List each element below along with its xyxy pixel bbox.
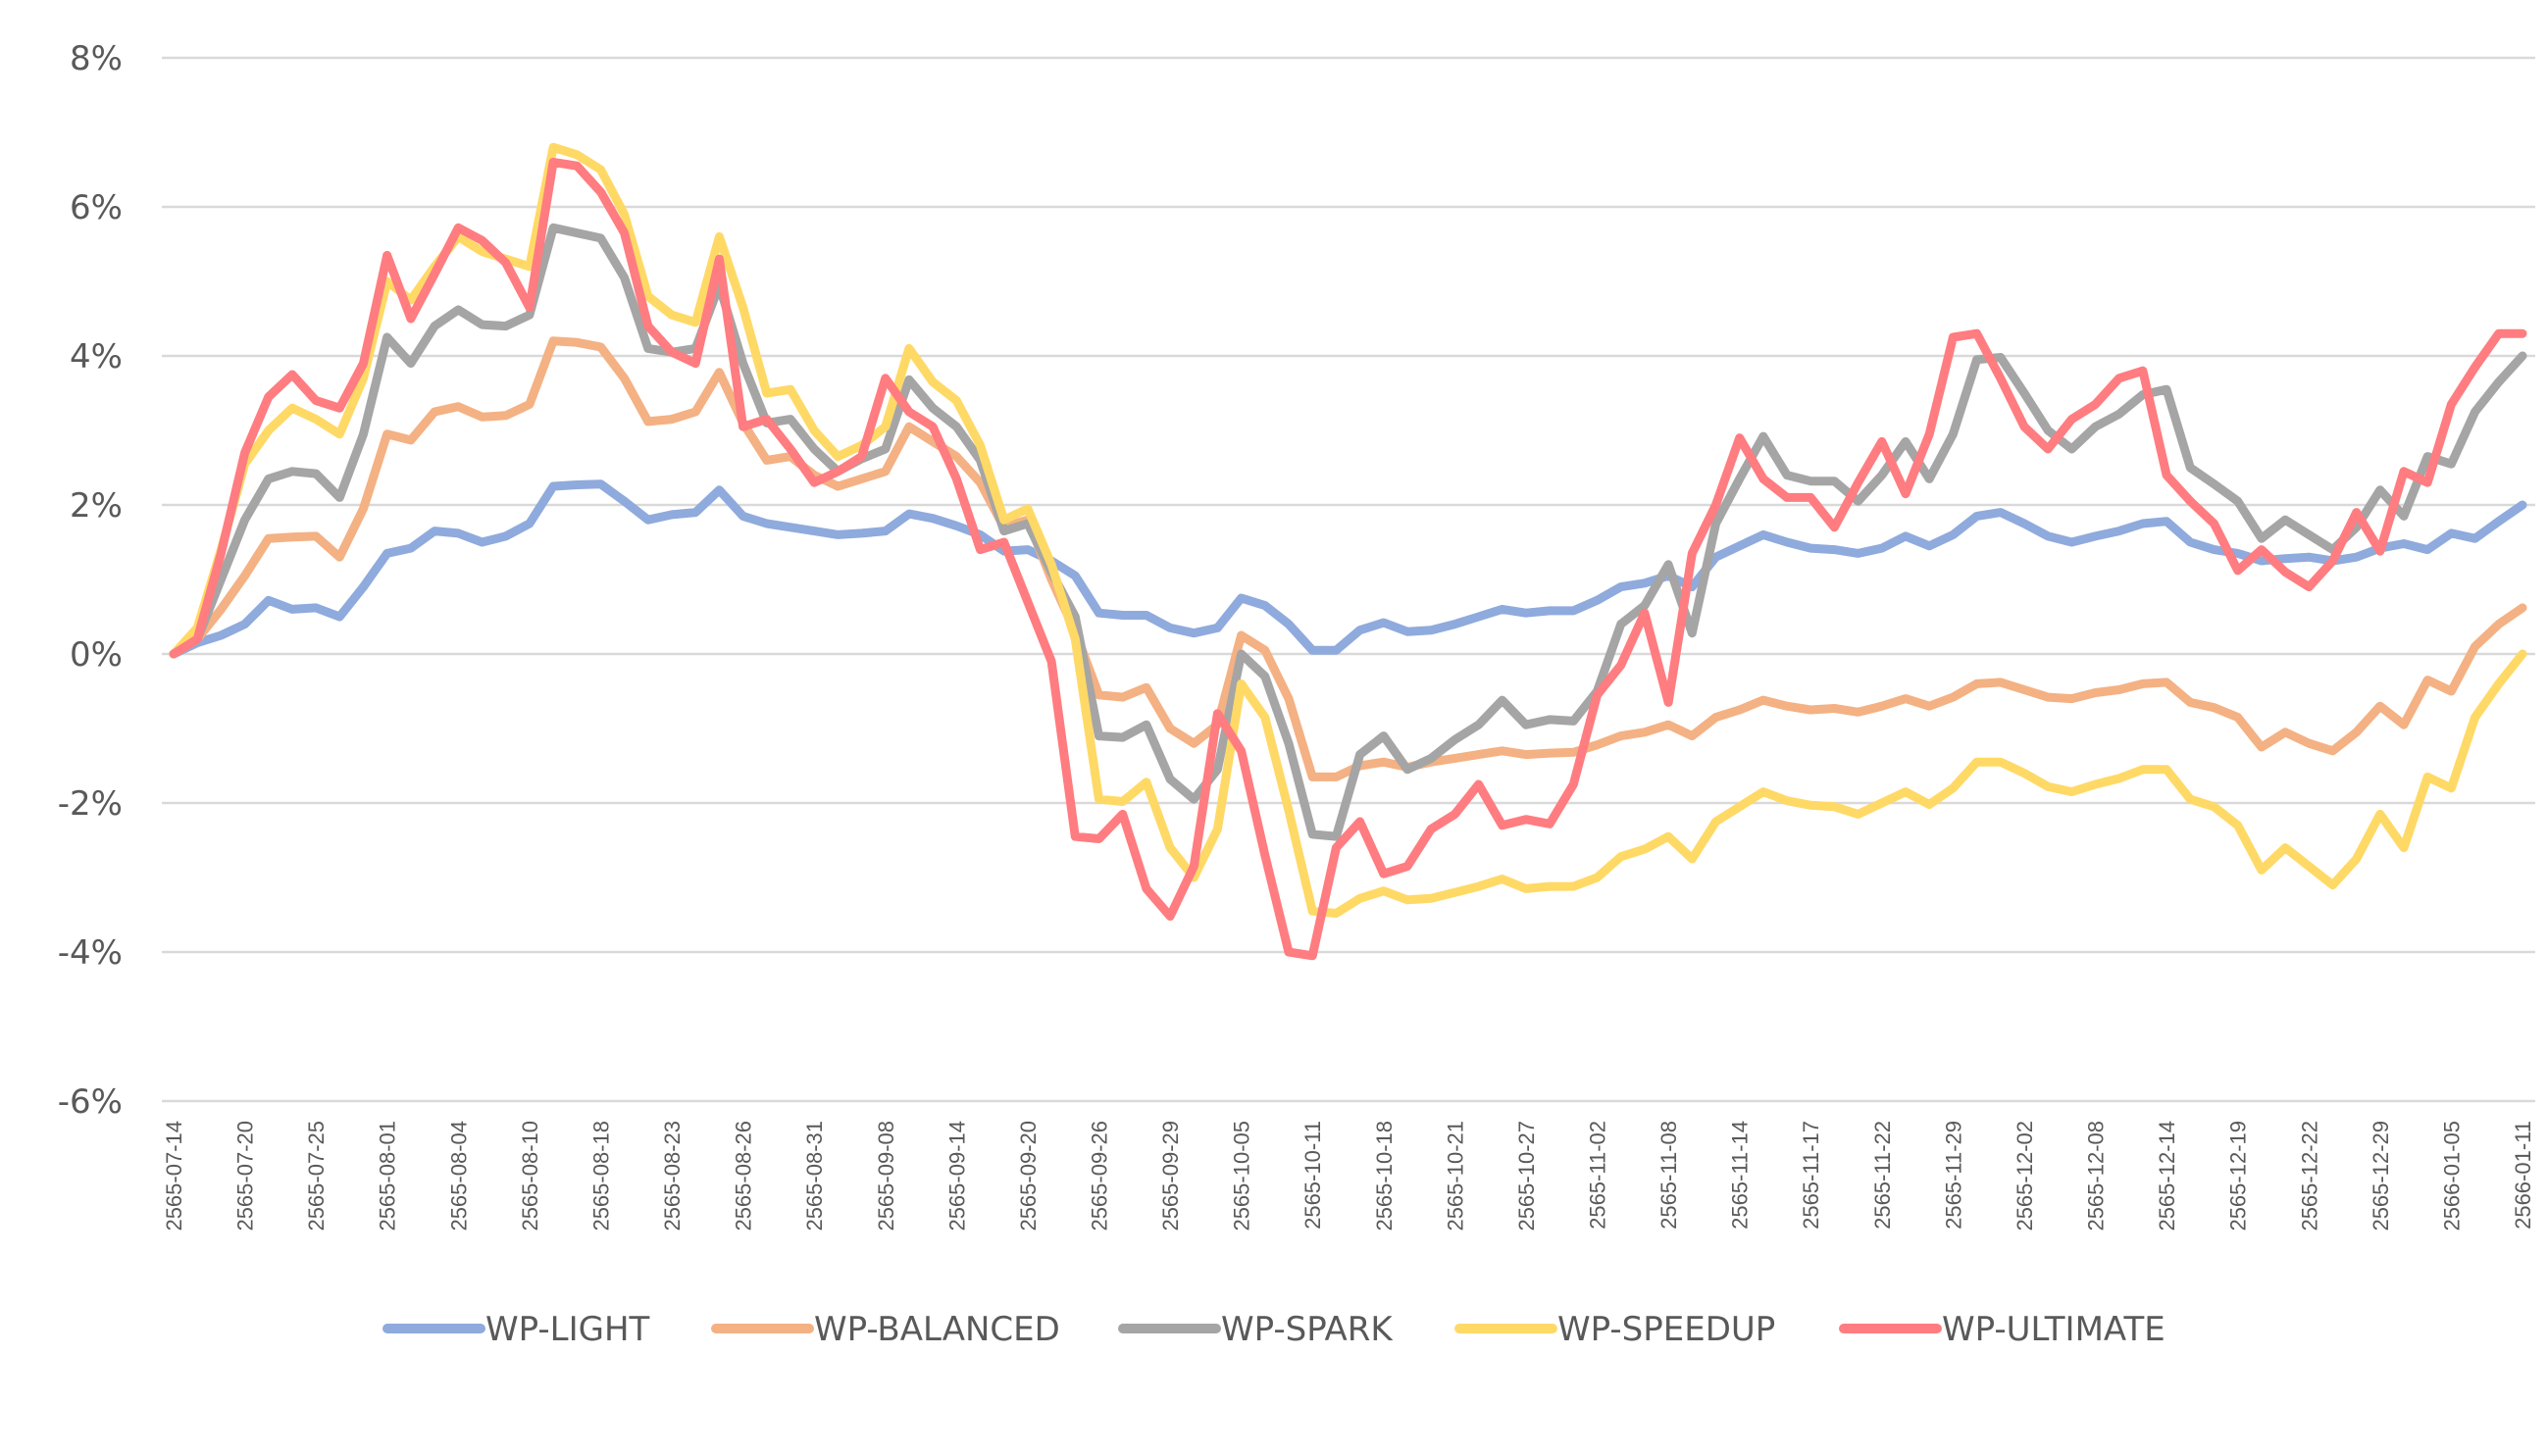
series-lines <box>169 142 2527 961</box>
x-tick-label: 2565-12-19 <box>2226 1121 2251 1231</box>
legend-label: WP-BALANCED <box>814 1310 1060 1349</box>
x-tick-label: 2565-08-23 <box>660 1121 685 1231</box>
x-tick-label: 2565-12-02 <box>2012 1121 2037 1231</box>
series-line-wp-ultimate <box>169 157 2527 961</box>
x-tick-label: 2565-08-31 <box>802 1121 827 1231</box>
y-tick-label: 2% <box>70 486 123 526</box>
x-tick-label: 2565-12-14 <box>2155 1121 2179 1231</box>
legend-label: WP-SPEEDUP <box>1557 1310 1775 1349</box>
x-tick-label: 2565-10-11 <box>1300 1121 1325 1230</box>
y-tick-label: 0% <box>70 635 123 675</box>
x-tick-label: 2565-08-18 <box>588 1121 613 1231</box>
y-tick-label: 6% <box>70 188 123 227</box>
x-axis-ticks: 2565-07-14 2565-07-20 2565-07-25 2565-08-01… <box>162 1121 2535 1231</box>
x-tick-label: 2565-12-29 <box>2369 1121 2393 1231</box>
x-tick-label: 2565-10-27 <box>1514 1121 1539 1231</box>
x-tick-label: 2565-09-14 <box>944 1121 969 1231</box>
x-tick-label: 2565-11-22 <box>1870 1121 1895 1230</box>
series-line-wp-spark <box>169 223 2527 841</box>
x-tick-label: 2565-11-02 <box>1586 1121 1610 1230</box>
x-tick-label: 2565-08-10 <box>518 1121 542 1231</box>
y-tick-label: 4% <box>70 337 123 377</box>
series-line-wp-light <box>169 479 2527 659</box>
legend-label: WP-LIGHT <box>485 1310 650 1349</box>
x-tick-label: 2565-10-05 <box>1230 1121 1254 1231</box>
x-tick-label: 2565-12-08 <box>2084 1121 2109 1231</box>
legend-label: WP-SPARK <box>1221 1310 1394 1349</box>
x-tick-label: 2565-10-21 <box>1443 1121 1467 1231</box>
x-tick-label: 2565-10-18 <box>1372 1121 1397 1231</box>
x-tick-label: 2565-11-08 <box>1656 1121 1681 1230</box>
x-tick-label: 2565-08-26 <box>732 1121 756 1231</box>
series-line-wp-speedup <box>169 142 2527 918</box>
y-tick-label: -6% <box>58 1082 123 1122</box>
x-tick-label: 2565-07-20 <box>233 1121 258 1231</box>
x-tick-label: 2565-08-04 <box>446 1121 471 1231</box>
y-tick-label: -2% <box>58 784 123 824</box>
legend-label: WP-ULTIMATE <box>1942 1310 2165 1349</box>
x-tick-label: 2565-07-25 <box>304 1121 329 1231</box>
x-tick-label: 2565-12-22 <box>2297 1121 2321 1231</box>
y-axis-ticks: 8% 6% 4% 2% 0% -2% -4% -6% <box>58 39 123 1122</box>
x-tick-label: 2565-09-26 <box>1087 1121 1111 1231</box>
x-tick-label: 2566-01-05 <box>2439 1121 2464 1231</box>
x-tick-label: 2566-01-11 <box>2511 1121 2535 1230</box>
x-tick-label: 2565-11-14 <box>1728 1121 1753 1230</box>
gridlines <box>162 56 2535 1103</box>
x-tick-label: 2565-09-29 <box>1158 1121 1183 1231</box>
y-tick-label: 8% <box>70 39 123 78</box>
x-tick-label: 2565-08-01 <box>376 1121 400 1231</box>
series-line-wp-balanced <box>169 336 2527 781</box>
x-tick-label: 2565-11-29 <box>1941 1121 1965 1230</box>
x-tick-label: 2565-07-14 <box>162 1121 186 1231</box>
x-tick-label: 2565-09-08 <box>874 1121 898 1231</box>
x-tick-label: 2565-09-20 <box>1016 1121 1041 1231</box>
legend: WP-LIGHT WP-BALANCED WP-SPARK WP-SPEEDUP WP-… <box>382 1310 2165 1349</box>
y-tick-label: -4% <box>58 933 123 973</box>
x-tick-label: 2565-11-17 <box>1799 1121 1823 1230</box>
